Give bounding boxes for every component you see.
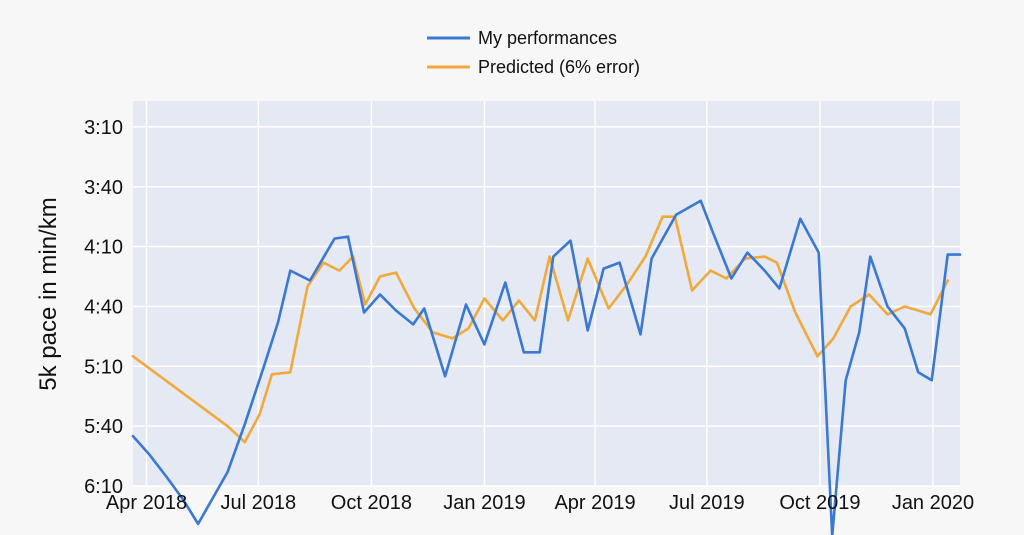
x-tick-label: Oct 2018 (331, 492, 412, 514)
y-tick-label: 6:10 (84, 476, 123, 498)
legend[interactable]: My performances Predicted (6% error) (427, 28, 640, 77)
x-tick-label: Jul 2019 (669, 492, 745, 514)
y-tick-label: 5:40 (84, 416, 123, 438)
y-tick-label: 4:10 (84, 237, 123, 259)
series-line-predicted-6-error[interactable] (131, 215, 950, 444)
legend-item-predicted[interactable]: Predicted (6% error) (427, 57, 640, 77)
x-tick-label: Oct 2019 (779, 492, 860, 514)
x-axis: Apr 2018 Jul 2018 Oct 2018 Jan 2019 Apr 2019… (106, 492, 974, 514)
y-axis-title: 5k pace in min/km (35, 197, 62, 390)
x-tick-label: Apr 2018 (106, 492, 187, 514)
x-tick-label: Jan 2020 (892, 492, 974, 514)
y-tick-label: 3:10 (84, 117, 123, 139)
legend-label-predicted: Predicted (6% error) (478, 57, 640, 77)
y-tick-label: 3:40 (84, 177, 123, 199)
y-tick-label: 4:40 (84, 296, 123, 318)
plot-area (133, 101, 960, 486)
x-tick-label: Jul 2018 (221, 492, 297, 514)
y-axis: 3:10 3:40 4:10 4:40 5:10 5:40 6:10 (84, 117, 123, 498)
x-tick-label: Apr 2019 (554, 492, 635, 514)
legend-label-my-performances: My performances (478, 28, 617, 48)
x-tick-label: Jan 2019 (443, 492, 525, 514)
y-tick-label: 5:10 (84, 356, 123, 378)
legend-item-my-performances[interactable]: My performances (427, 28, 617, 48)
series-line-my-performances[interactable] (131, 199, 962, 535)
series-layer (131, 199, 962, 535)
